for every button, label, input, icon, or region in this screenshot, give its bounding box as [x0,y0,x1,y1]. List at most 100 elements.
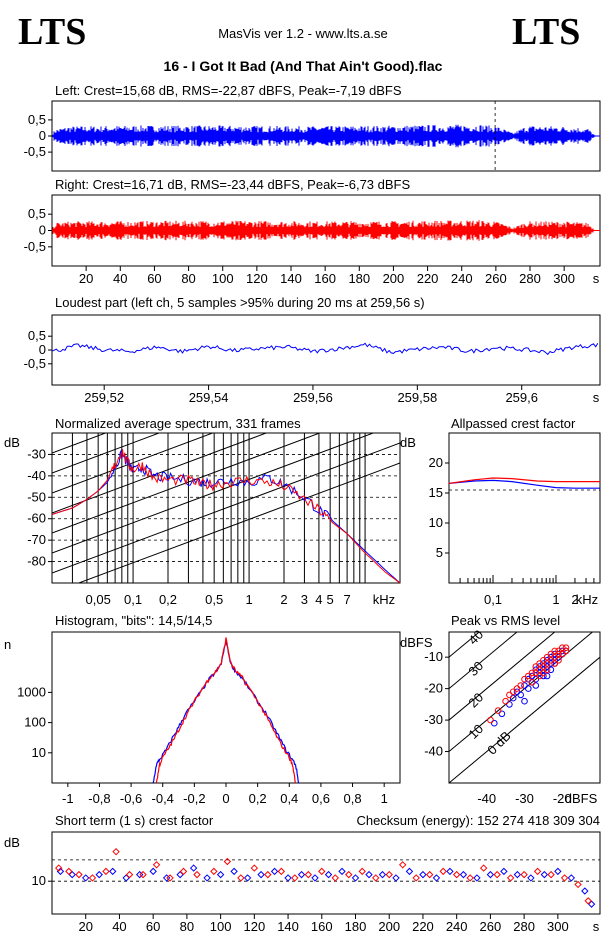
loudest-part-title: Loudest part (left ch, 5 samples >95% du… [55,295,425,310]
right-crest-point [304,870,313,879]
left-crest-point [338,867,346,876]
x-tick-label: 200 [383,271,405,286]
x-tick-label: 300 [553,271,575,286]
right-waveform-panel: Right: Crest=16,71 dB, RMS=-23,44 dBFS, … [24,177,601,286]
right-peak-rms-point [494,707,502,714]
left-crest-point [284,874,292,882]
allpassed-crest-plot [448,477,600,583]
x-tick-label: 259,56 [293,390,333,405]
x-tick-label: 4 [315,592,322,607]
x-tick-label: 0,4 [280,791,298,806]
crest-diagonal-line [449,632,518,690]
x-tick-label: 3 [301,592,308,607]
right-crest-point [166,874,174,882]
left-crest-point [297,870,306,879]
x-tick-label: 0,2 [249,791,267,806]
y-tick-label: -20 [424,681,443,696]
spectrum-slope-line [52,433,322,534]
y-tick-label: 0,5 [28,328,46,343]
spectrum-xticks: 0,05 0,1 0,2 0,5 1 2 3 4 5 7 kHz [86,592,396,607]
spectrum-slope-line [52,433,268,514]
histogram-yticks: 1000 100 10 [17,684,52,760]
histogram-panel: Histogram, "bits": 14,5/14,5 n 100010010… [4,613,401,806]
loudest-part-plot [51,342,599,356]
left-crest-point [257,870,265,879]
left-crest-point [230,867,238,876]
right-peak-rms-point [502,697,509,705]
x-tick-label: 80 [181,271,195,286]
right-crest-point [193,870,201,879]
x-tick-label: 5 [327,592,334,607]
allpassed-crest-ylabel: dB [400,435,416,450]
x-tick-label: 80 [180,919,194,934]
right-crest-point [425,870,434,879]
y-tick-label: -0,5 [24,356,46,371]
y-tick-label: 0 [39,128,46,143]
x-tick-label: 0,2 [159,592,177,607]
right-waveform-xticks: 20 40 60 80 100 120 140 160 180 200 220 240 260 280 30… [79,266,600,286]
y-tick-label: 100 [24,715,46,730]
y-tick-label: -40 [424,744,443,759]
histogram-xticks: -1 -0,8 -0,6 -0,4 -0,2 0 0,2 0,4 0,6 0,8 1 [62,783,388,806]
x-tick-label: 40 [113,271,127,286]
y-tick-label: -60 [27,511,46,526]
x-tick-label: 20 [79,271,93,286]
x-tick-label: 1 [381,791,388,806]
right-crest-point [277,867,286,876]
left-crest-point [500,867,508,876]
left-waveform-plot [52,101,600,171]
x-unit-label: s [593,919,600,934]
left-crest-point [554,867,562,876]
right-crest-point [506,874,515,882]
y-tick-label: -10 [424,649,443,664]
app-title: MasVis ver 1.2 - www.lts.a.se [218,26,388,41]
left-crest-point [392,874,400,882]
x-tick-label: 0,1 [124,592,142,607]
right-peak-rms-point [551,660,559,667]
x-tick-label: 0,6 [312,791,330,806]
x-tick-label: 240 [451,271,473,286]
left-peak-rms-point [509,694,517,702]
y-tick-label: 5 [436,545,443,560]
x-tick-label: 160 [314,271,336,286]
y-tick-label: -80 [27,554,46,569]
right-crest-point [452,870,461,879]
short-term-crest-plot [52,847,600,908]
x-tick-label: 0,5 [205,592,223,607]
left-crest-point [365,870,373,879]
y-tick-label: -0,5 [24,144,46,159]
right-crest-point [520,870,528,879]
x-tick-label: 60 [146,919,160,934]
x-tick-label: -1 [62,791,74,806]
x-tick-label: 0 [222,791,229,806]
allpassed-crest-frame [448,432,601,584]
spectrum-title: Normalized average spectrum, 331 frames [55,416,301,431]
left-crest-point [203,874,211,882]
left-crest-point [486,870,495,879]
y-tick-label: -30 [27,446,46,461]
right-crest-line [448,477,600,484]
x-tick-label: 260 [480,919,502,934]
x-tick-label: 259,54 [189,390,229,405]
x-tick-label: 240 [446,919,468,934]
y-tick-label: 0,5 [28,206,46,221]
right-crest-point [210,867,218,876]
right-crest-point [479,864,488,872]
left-crest-point [270,867,279,876]
right-crest-point [223,857,232,866]
x-tick-label: -0,8 [88,791,110,806]
left-crest-point [432,874,441,882]
left-crest-point [149,867,157,876]
logo-left: LTS [18,11,86,53]
y-tick-label: 0,5 [28,112,46,127]
x-tick-label: 180 [345,919,367,934]
left-waveform-yticks: 0,50-0,5 [24,112,52,159]
right-peak-rms-point [543,660,551,667]
left-waveform-panel: Left: Crest=15,68 dB, RMS=-22,87 dBFS, P… [24,83,601,172]
loudest-part-panel: Loudest part (left ch, 5 samples >95% du… [24,295,601,405]
y-tick-label: 10 [429,515,443,530]
short-term-crest-frame [51,831,601,915]
x-tick-label: 280 [513,919,535,934]
right-crest-point [493,870,501,879]
